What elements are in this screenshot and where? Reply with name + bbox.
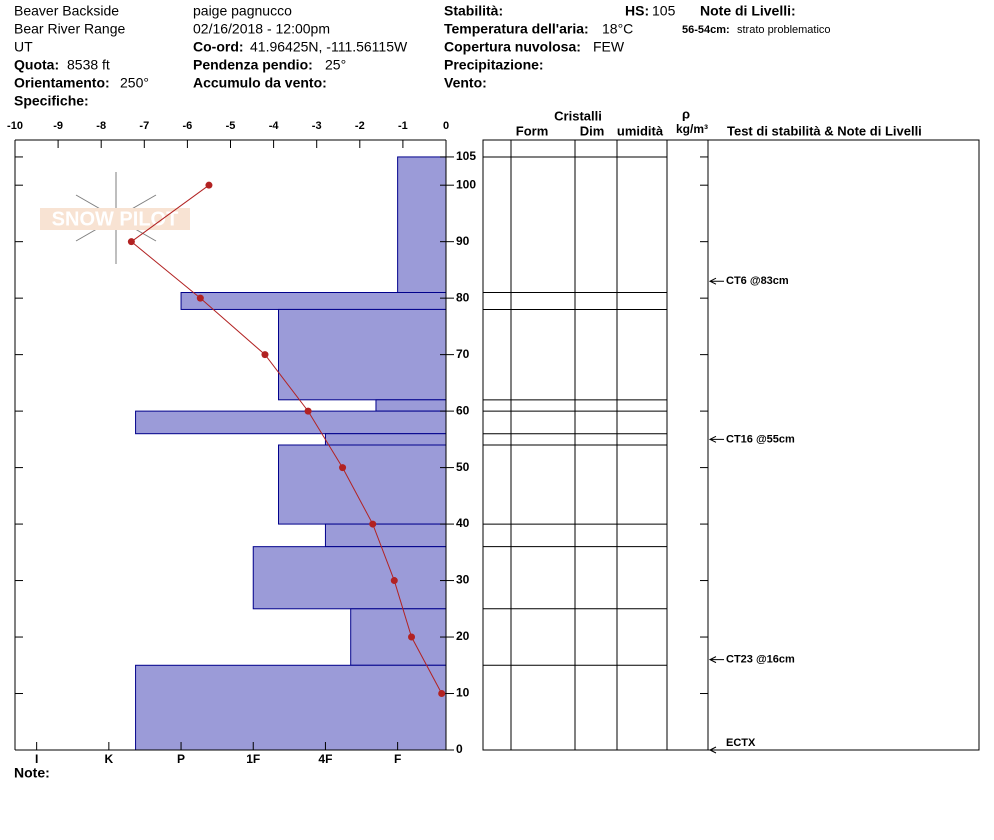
state: UT bbox=[14, 39, 33, 55]
specifics-label: Specifiche: bbox=[14, 93, 89, 109]
x-tick-label: -2 bbox=[355, 120, 365, 132]
location: Beaver Backside bbox=[14, 3, 119, 19]
cloud-label: Copertura nuvolosa: bbox=[444, 39, 581, 55]
temperature-point bbox=[261, 351, 269, 359]
hardness-layer bbox=[278, 308, 447, 401]
precip-label: Precipitazione: bbox=[444, 57, 544, 73]
slope-label: Pendenza pendio: bbox=[193, 57, 313, 73]
temperature-point bbox=[390, 577, 398, 585]
temperature-point bbox=[438, 690, 446, 698]
x-tick-label: -5 bbox=[226, 120, 236, 132]
temperature-point bbox=[205, 181, 213, 189]
hs-label: HS: bbox=[625, 3, 649, 19]
layer-note-depth: 56-54cm: bbox=[682, 24, 730, 36]
hardness-layer bbox=[324, 433, 447, 446]
watermark-text: SNOW PILOT bbox=[52, 208, 179, 230]
x-tick-label: -7 bbox=[139, 120, 149, 132]
hardness-layer bbox=[350, 608, 447, 666]
watermark: SNOW PILOT bbox=[40, 172, 190, 264]
x-tick-label: -3 bbox=[312, 120, 322, 132]
density-unit: kg/m³ bbox=[676, 122, 708, 136]
hardness-layer bbox=[252, 546, 447, 610]
x-tick-label: -10 bbox=[7, 120, 23, 132]
observer: paige pagnucco bbox=[193, 3, 292, 19]
y-tick-label: 90 bbox=[456, 234, 470, 248]
y-tick-label: 0 bbox=[456, 742, 463, 756]
wind-label: Vento: bbox=[444, 75, 487, 91]
y-tick-label: 10 bbox=[456, 686, 470, 700]
test-label: CT16 @55cm bbox=[726, 433, 795, 445]
air-temp: 18°C bbox=[602, 21, 633, 37]
layer-notes-label: Note di Livelli: bbox=[700, 3, 796, 19]
temperature-point bbox=[369, 520, 377, 528]
x-tick-label: -4 bbox=[269, 120, 280, 132]
range: Bear River Range bbox=[14, 21, 125, 37]
layer-note: strato problematico bbox=[737, 24, 831, 36]
column-header: Dim bbox=[580, 123, 605, 138]
stability-label: Stabilità: bbox=[444, 3, 503, 19]
y-tick-label: 50 bbox=[456, 460, 470, 474]
column-header: Form bbox=[516, 123, 549, 138]
y-tick-label: 100 bbox=[456, 177, 476, 191]
y-tick-label: 60 bbox=[456, 403, 470, 417]
test-label: ECTX bbox=[726, 737, 756, 749]
temperature-line bbox=[130, 184, 443, 694]
wind-loading-label: Accumulo da vento: bbox=[193, 75, 327, 91]
x-tick-label: -9 bbox=[53, 120, 63, 132]
y-tick-label: 30 bbox=[456, 573, 470, 587]
tests-header: Test di stabilità & Note di Livelli bbox=[727, 123, 922, 138]
test-label: CT23 @16cm bbox=[726, 654, 795, 666]
test-arrow bbox=[708, 435, 724, 443]
temperature-point bbox=[127, 238, 135, 246]
hardness-layer bbox=[397, 156, 447, 293]
y-tick-label: 105 bbox=[456, 149, 476, 163]
watermark-band bbox=[40, 208, 190, 230]
hardness-layer bbox=[135, 410, 447, 435]
crystals-header: Cristalli bbox=[554, 108, 602, 123]
hardness-tick-label: K bbox=[105, 752, 114, 766]
coord-label: Co-ord: bbox=[193, 39, 244, 55]
datetime: 02/16/2018 - 12:00pm bbox=[193, 21, 330, 37]
cloud: FEW bbox=[593, 39, 625, 55]
test-label: CT6 @83cm bbox=[726, 275, 789, 287]
density-symbol: ρ bbox=[682, 106, 690, 121]
test-arrow bbox=[708, 746, 724, 754]
air-temp-label: Temperatura dell'aria: bbox=[444, 21, 589, 37]
temperature-point bbox=[339, 464, 347, 472]
hardness-layer bbox=[324, 523, 447, 548]
hardness-layer bbox=[180, 292, 447, 310]
hardness-tick-label: I bbox=[35, 752, 38, 766]
x-tick-label: -8 bbox=[96, 120, 106, 132]
y-tick-label: 80 bbox=[456, 290, 470, 304]
temperature-point bbox=[408, 633, 416, 641]
column-header: umidità bbox=[617, 123, 664, 138]
x-tick-label: -1 bbox=[398, 120, 408, 132]
hardness-tick-label: P bbox=[177, 752, 185, 766]
aspect: 250° bbox=[120, 75, 149, 91]
slope: 25° bbox=[325, 57, 346, 73]
coord: 41.96425N, -111.56115W bbox=[250, 39, 408, 55]
hs: 105 bbox=[652, 3, 676, 19]
hardness-layer bbox=[278, 444, 447, 525]
hardness-layer bbox=[375, 399, 447, 412]
x-tick-label: 0 bbox=[443, 120, 449, 132]
test-arrow bbox=[708, 656, 724, 664]
aspect-label: Orientamento: bbox=[14, 75, 110, 91]
hardness-tick-label: 1F bbox=[246, 752, 260, 766]
note-label: Note: bbox=[14, 765, 50, 781]
x-tick-label: -6 bbox=[183, 120, 193, 132]
y-tick-label: 40 bbox=[456, 516, 470, 530]
y-tick-label: 70 bbox=[456, 347, 470, 361]
hardness-layer bbox=[135, 664, 447, 751]
elevation-label: Quota: bbox=[14, 57, 59, 73]
y-tick-label: 20 bbox=[456, 629, 470, 643]
temperature-point bbox=[304, 407, 312, 415]
hardness-tick-label: F bbox=[394, 752, 401, 766]
hardness-tick-label: 4F bbox=[318, 752, 332, 766]
test-arrow bbox=[708, 277, 724, 285]
elevation: 8538 ft bbox=[67, 57, 110, 73]
temperature-point bbox=[196, 294, 204, 302]
